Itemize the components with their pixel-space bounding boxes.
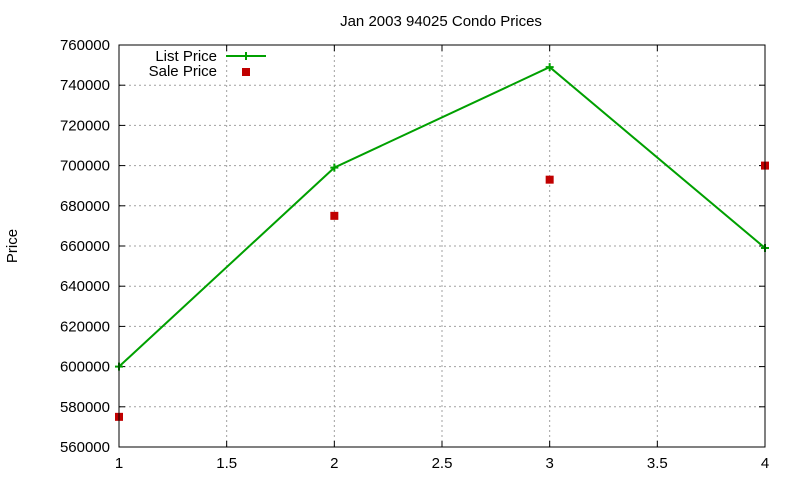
y-tick-label: 600000	[60, 359, 110, 376]
y-tick-label: 640000	[60, 278, 110, 295]
x-tick-label: 2.5	[432, 455, 453, 472]
y-tick-label: 560000	[60, 439, 110, 456]
y-tick-label: 620000	[60, 318, 110, 335]
plot-frame	[118, 44, 766, 448]
legend-label-list-price: List Price	[155, 48, 217, 65]
y-tick-label: 680000	[60, 198, 110, 215]
y-tick-label: 740000	[60, 77, 110, 94]
legend-marker-sale-price	[242, 68, 250, 76]
list-price-point	[330, 163, 339, 172]
list-price-point	[545, 63, 554, 72]
legend-label-sale-price: Sale Price	[149, 63, 217, 80]
chart-title: Jan 2003 94025 Condo Prices	[340, 13, 542, 30]
list-price-line	[118, 65, 766, 368]
y-tick-label: 660000	[60, 238, 110, 255]
x-tick-label: 3	[545, 455, 553, 472]
grid-layer	[119, 45, 765, 447]
y-tick-label: 580000	[60, 399, 110, 416]
x-tick-label: 1.5	[216, 455, 237, 472]
x-tick-label: 2	[330, 455, 338, 472]
y-tick-label: 700000	[60, 158, 110, 175]
y-tick-label: 720000	[60, 117, 110, 134]
y-tick-label: 760000	[60, 37, 110, 54]
x-tick-label: 4	[761, 455, 769, 472]
legend-marker-list-price	[242, 52, 250, 60]
sale-price-point	[545, 175, 554, 184]
x-tick-label: 1	[115, 455, 123, 472]
tick-layer: 1 1.5 2 2.5 3 3.5 4 560000 580000 600000 620000 640…	[60, 37, 769, 472]
sale-price-point	[330, 211, 339, 220]
x-tick-label: 3.5	[647, 455, 668, 472]
y-axis-label: Price	[4, 229, 21, 263]
